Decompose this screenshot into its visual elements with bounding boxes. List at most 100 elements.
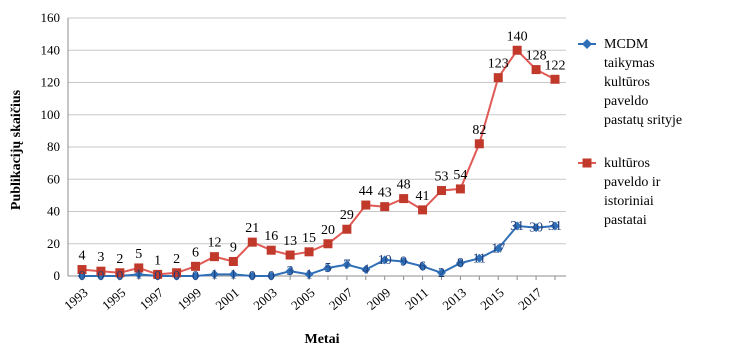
data-label: 1: [306, 267, 313, 282]
data-point-marker: [436, 186, 446, 196]
data-point-marker: [493, 73, 503, 83]
gridlines: [68, 17, 566, 245]
data-label: 41: [416, 189, 430, 204]
data-label: 48: [397, 178, 411, 193]
data-label: 10: [378, 253, 392, 268]
data-label: 3: [97, 250, 104, 265]
data-label: 21: [245, 221, 259, 236]
data-point-marker: [474, 253, 484, 263]
data-point-marker: [493, 244, 503, 254]
legend-label-line: kultūros: [604, 75, 650, 90]
data-point-marker: [399, 256, 409, 266]
data-label: 140: [507, 29, 528, 44]
data-label: 1: [230, 267, 237, 282]
data-point-marker: [209, 269, 219, 279]
data-point-marker: [266, 271, 276, 281]
y-tick-label: 0: [54, 268, 61, 283]
data-label: 9: [230, 240, 237, 255]
data-label: 0: [249, 269, 256, 284]
legend-label-line: kultūros: [604, 156, 650, 171]
data-label: 0: [192, 269, 199, 284]
data-point-marker: [436, 268, 446, 278]
data-point-marker: [285, 250, 295, 260]
y-tick-label: 20: [47, 236, 60, 251]
data-label: 4: [79, 249, 86, 264]
data-label: 6: [419, 259, 426, 274]
data-point-marker: [550, 221, 560, 231]
legend-label-line: pastatai: [604, 213, 647, 228]
data-label: 6: [192, 245, 199, 260]
data-point-marker: [172, 268, 182, 278]
data-point-marker: [342, 260, 352, 270]
legend-label-line: pastatų srityje: [604, 113, 682, 128]
series: [77, 45, 560, 281]
data-label: 0: [173, 269, 180, 284]
data-label: 128: [526, 49, 547, 64]
data-label: 43: [378, 186, 392, 201]
data-label: 31: [510, 219, 524, 234]
data-point-marker: [228, 269, 238, 279]
data-point-marker: [323, 239, 333, 249]
data-label: 0: [154, 269, 161, 284]
data-point-marker: [96, 266, 106, 276]
legend-label-line: paveldo: [604, 94, 648, 109]
data-label: 0: [116, 269, 123, 284]
x-tick-label: 2017: [515, 284, 545, 313]
x-tick-label: 2005: [288, 285, 318, 313]
x-tick-label: 2003: [250, 285, 280, 313]
x-tick-label: 2013: [439, 285, 469, 313]
legend-label-line: MCDM: [604, 37, 649, 52]
data-point-marker: [455, 184, 465, 194]
data-point-marker: [380, 202, 390, 212]
data-point-marker: [361, 265, 371, 275]
x-tick-label: 1993: [61, 285, 91, 313]
data-point-marker: [512, 221, 522, 231]
x-tick-label: 2015: [477, 285, 507, 313]
data-point-marker: [153, 269, 163, 279]
data-label: 2: [116, 252, 123, 267]
data-point-marker: [455, 258, 465, 268]
y-tick-label: 100: [41, 107, 61, 122]
data-point-marker: [285, 266, 295, 276]
data-point-marker: [323, 263, 333, 273]
data-label: 53: [434, 170, 448, 185]
data-label: 15: [302, 231, 316, 246]
data-point-marker: [191, 261, 201, 271]
legend-label-line: taikymas: [604, 56, 655, 71]
y-tick-label: 60: [47, 171, 60, 186]
data-point-marker: [418, 261, 428, 271]
data-point-marker: [512, 45, 522, 55]
legend-marker: [582, 158, 592, 168]
legend: MCDM taikymas kultūros paveldo pastatų srity…: [578, 37, 682, 228]
data-label: 0: [268, 269, 275, 284]
data-point-marker: [399, 194, 409, 204]
y-tick-label: 40: [47, 204, 60, 219]
x-tick-label: 2001: [212, 285, 242, 313]
data-label: 0: [97, 269, 104, 284]
data-label: 12: [207, 236, 221, 251]
data-point-marker: [418, 205, 428, 215]
data-label: 4: [362, 263, 369, 278]
data-point-marker: [531, 65, 541, 75]
data-label: 1: [211, 267, 218, 282]
data-label: 82: [472, 123, 486, 138]
data-point-marker: [77, 265, 87, 275]
data-label: 7: [343, 258, 350, 273]
data-point-marker: [531, 223, 541, 233]
y-tick-label: 140: [41, 42, 61, 57]
data-point-marker: [550, 74, 560, 84]
data-label: 29: [340, 208, 354, 223]
x-tick-label: 2009: [364, 285, 394, 313]
data-label: 54: [453, 168, 467, 183]
x-axis-title: Metai: [305, 332, 340, 347]
x-tick-label: 2011: [402, 285, 431, 313]
x-tick-label: 1999: [175, 285, 205, 313]
data-point-marker: [228, 256, 238, 266]
data-point-marker: [304, 247, 314, 257]
data-label: 5: [135, 247, 142, 262]
data-point-marker: [361, 200, 371, 210]
data-label: 2: [173, 252, 180, 267]
